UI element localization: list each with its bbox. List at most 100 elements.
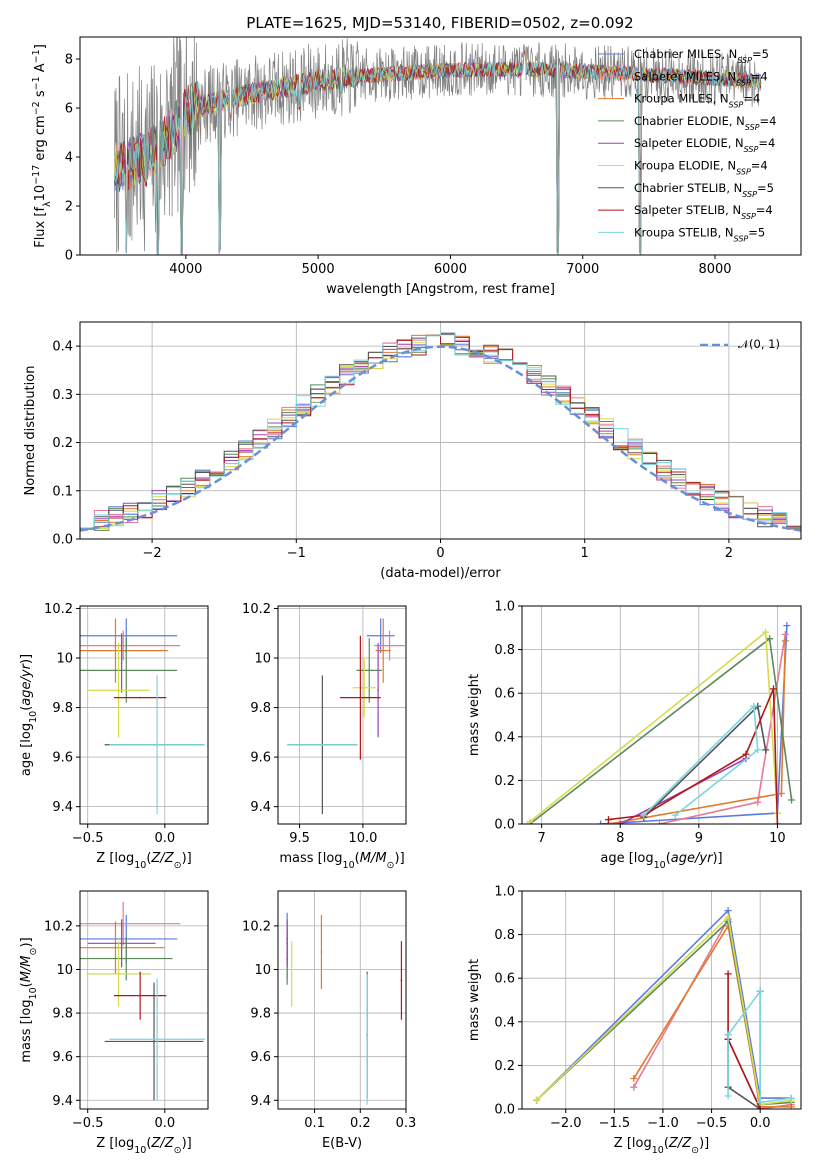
x-tick-label: −0.5: [72, 1116, 104, 1131]
x-tick-label: 10: [769, 831, 786, 846]
marker-kroupa-stelib: [787, 1094, 795, 1102]
chart-spectrum: 4000 5000 6000 7000 8000 0 2 4 6 8 wavelength [Ang…: [31, 36, 802, 297]
x-tick-label: 2: [725, 546, 733, 561]
series-line-chabrier-elodie: [536, 919, 792, 1106]
y-tick-label: 9.6: [52, 751, 73, 766]
y-tick-label: 10.2: [44, 919, 73, 934]
marker-kroupa-elodie: [526, 818, 534, 824]
x-tick-label: 7: [538, 831, 546, 846]
point-chabrier-elodie: [368, 669, 371, 672]
y-tick-label: 9.6: [250, 751, 271, 766]
marker-kroupa-stelib: [724, 1031, 732, 1039]
point-chabrier-elodie: [125, 957, 128, 960]
marker-kroupa-stelib: [754, 746, 762, 754]
marker-salpeter-miles: [754, 798, 762, 806]
point-salpeter-elodie: [120, 942, 123, 945]
plot-area: [80, 901, 205, 1101]
y-tick-label: 10.2: [242, 919, 271, 934]
x-tick-label: 0.2: [350, 1116, 371, 1131]
legend-label-chabrier-elodie: Chabrier ELODIE, NSSP=4: [634, 114, 776, 131]
point-chabrier-stelib: [153, 1040, 155, 1043]
y-axis-label: age [log10(age/yr)]: [19, 654, 39, 776]
marker-chabrier-stelib: [762, 746, 770, 754]
x-tick-label: 10.0: [348, 831, 377, 846]
x-axis-label: Z [log10(Z/Z⊙)]: [96, 851, 191, 871]
y-tick-label: 0.6: [494, 687, 515, 702]
point-salpeter-elodie: [120, 662, 123, 664]
point-salpeter-miles: [122, 922, 125, 925]
marker-kroupa-miles: [777, 789, 785, 797]
marker-kroupa-elodie: [762, 628, 770, 636]
marker-chabrier-miles: [597, 820, 605, 824]
y-tick-label: 0.8: [494, 643, 515, 658]
series-line-kroupa-elodie: [536, 915, 792, 1106]
y-tick-label: 9.8: [52, 701, 73, 716]
point-kroupa-elodie: [117, 972, 120, 975]
marker-kroupa-elodie: [724, 913, 732, 921]
y-axis-label: mass weight: [467, 674, 482, 756]
x-axis-label: (data-model)/error: [380, 566, 501, 581]
marker-kroupa-miles: [781, 637, 789, 645]
point-kroupa-miles: [320, 951, 323, 953]
marker-salpeter-stelib: [756, 1105, 764, 1109]
marker-chabrier-miles: [724, 907, 732, 915]
y-tick-label: 10: [254, 652, 271, 667]
x-tick-label: 0.0: [154, 831, 175, 846]
normal-curve: [80, 345, 801, 532]
point-kroupa-elodie: [363, 686, 366, 689]
x-tick-label: 1: [581, 546, 589, 561]
axes-frame: [521, 605, 802, 825]
x-tick-label: 0.1: [304, 1116, 325, 1131]
x-tick-label: 6000: [434, 262, 467, 277]
point-kroupa-miles: [382, 649, 385, 652]
x-tick-label: −0.5: [72, 831, 104, 846]
y-tick-label: 4: [65, 151, 73, 166]
marker-kroupa-elodie: [533, 1096, 541, 1104]
point-kroupa-miles: [114, 946, 117, 949]
plot-area: [286, 912, 403, 1105]
histogram-kroupa-stelib: [80, 332, 801, 529]
x-tick-label: 0.3: [396, 1116, 417, 1131]
marker-salpeter-elodie: [616, 820, 624, 824]
point-salpeter-stelib: [359, 696, 362, 699]
point-kroupa-elodie: [117, 689, 120, 692]
point-chabrier-elodie: [125, 669, 128, 672]
marker-salpeter-stelib: [604, 816, 612, 824]
y-axis-label: mass weight: [467, 959, 482, 1041]
chart-residual: −2 −1 0 1 2 0.0 0.1 0.2 0.3 0.4 (data-model)/error…: [23, 321, 802, 581]
chart-mass_vs_Z: −0.5 0.0 9.4 9.6 9.8 10 10.2 Z [log10(Z/Z⊙)] mas…: [19, 890, 209, 1156]
plot-area: [286, 618, 405, 815]
y-tick-label: 8: [65, 53, 73, 68]
y-tick-label: 10: [254, 963, 271, 978]
y-tick-label: 0.0: [52, 533, 73, 548]
point-salpeter-elodie: [377, 689, 380, 692]
marker-salpeter-stelib: [769, 685, 777, 693]
marker-kroupa-stelib: [724, 1092, 732, 1100]
y-tick-label: 0: [65, 249, 73, 264]
x-tick-label: −2: [143, 546, 162, 561]
y-tick-label: 9.8: [52, 1007, 73, 1022]
legend-label-chabrier-miles: Chabrier MILES, NSSP=5: [634, 47, 769, 65]
point-salpeter-elodie: [286, 942, 289, 945]
y-tick-label: 0.6: [494, 972, 515, 987]
x-tick-label: −1.5: [599, 1116, 631, 1131]
x-axis-label: mass [log10(M/M⊙)]: [279, 851, 404, 871]
point-kroupa-stelib: [321, 743, 324, 746]
y-tick-label: 1.0: [494, 885, 515, 900]
legend-label-kroupa-miles: Kroupa MILES, NSSP=4: [634, 92, 760, 110]
x-axis-label: age [log10(age/yr)]: [600, 851, 722, 871]
x-tick-label: 0: [436, 546, 444, 561]
y-tick-label: 10.2: [44, 602, 73, 617]
x-tick-label: 9.5: [289, 831, 310, 846]
legend-label-kroupa-stelib: Kroupa STELIB, NSSP=5: [634, 225, 765, 243]
plot-area: [80, 618, 205, 815]
marker-kroupa-stelib: [750, 702, 758, 710]
legend-label-salpeter-elodie: Salpeter ELODIE, NSSP=4: [634, 136, 775, 154]
y-tick-label: 0.4: [52, 340, 73, 355]
series-line-salpeter-miles: [633, 916, 792, 1109]
point-kroupa-miles: [114, 649, 117, 652]
y-tick-label: 9.4: [250, 800, 271, 815]
x-axis-label: Z [log10(Z/Z⊙)]: [96, 1136, 191, 1156]
axes-frame: [521, 890, 802, 1110]
marker-kroupa-stelib: [671, 811, 679, 819]
